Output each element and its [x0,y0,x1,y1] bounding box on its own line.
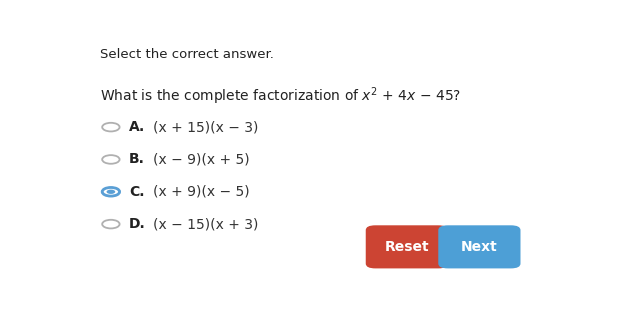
Text: Select the correct answer.: Select the correct answer. [100,48,274,61]
Text: Reset: Reset [384,240,429,254]
Text: Next: Next [461,240,498,254]
Circle shape [107,190,115,194]
Text: (x − 15)(x + 3): (x − 15)(x + 3) [153,217,258,231]
Circle shape [102,123,120,132]
Text: (x + 15)(x − 3): (x + 15)(x − 3) [153,120,258,134]
FancyBboxPatch shape [438,225,520,268]
Text: What is the complete factorization of $x^2$ + 4$x$ − 45?: What is the complete factorization of $x… [100,85,461,107]
Circle shape [102,188,120,196]
Circle shape [102,155,120,164]
Text: A.: A. [129,120,145,134]
Text: C.: C. [129,185,144,199]
Text: (x + 9)(x − 5): (x + 9)(x − 5) [153,185,250,199]
FancyBboxPatch shape [366,225,448,268]
Text: B.: B. [129,152,145,166]
Circle shape [102,220,120,228]
Text: (x − 9)(x + 5): (x − 9)(x + 5) [153,152,250,166]
Text: D.: D. [129,217,145,231]
